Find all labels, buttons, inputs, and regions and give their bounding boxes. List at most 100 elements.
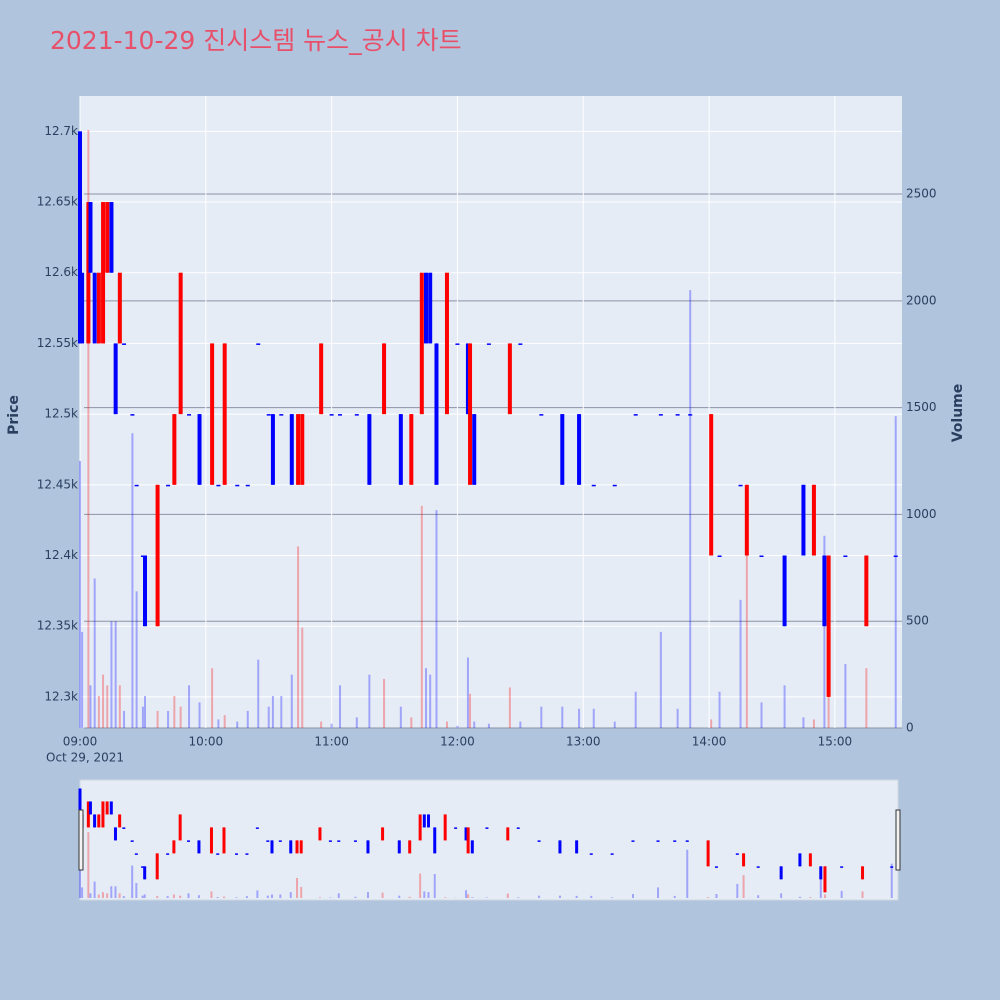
volume-bar xyxy=(739,599,742,728)
volume-bar xyxy=(809,897,812,898)
candle-body xyxy=(861,866,865,880)
volume-bar xyxy=(355,717,358,728)
candle-body xyxy=(353,840,357,842)
candle-body xyxy=(270,414,275,485)
candle-body xyxy=(577,414,582,485)
x-tick-label: 13:00 xyxy=(566,735,601,749)
candle-body xyxy=(673,840,677,842)
volume-bar xyxy=(135,591,138,728)
volume-bar xyxy=(538,895,541,898)
candle-body xyxy=(633,414,638,416)
volume-bar xyxy=(236,721,239,728)
x-tick-label: 12:00 xyxy=(440,735,475,749)
candle-body xyxy=(109,801,113,815)
x-tick-label: 15:00 xyxy=(818,735,853,749)
candle-body xyxy=(109,202,114,273)
volume-bar xyxy=(487,723,490,728)
candle-body xyxy=(656,840,660,842)
volume-bar xyxy=(172,894,175,898)
candle-body xyxy=(485,827,489,829)
candle-body xyxy=(256,343,261,345)
candle-body xyxy=(296,414,301,485)
volume-bar xyxy=(780,893,783,898)
volume-bar xyxy=(141,895,144,898)
volume-bar xyxy=(819,876,822,898)
y-tick-label: 12.7k xyxy=(44,124,78,138)
x-date-label: Oct 29, 2021 xyxy=(46,751,124,765)
candle-body xyxy=(235,484,240,487)
volume-bar xyxy=(890,863,893,898)
volume-bar xyxy=(757,895,760,898)
range-handle[interactable] xyxy=(895,809,901,871)
candle-body xyxy=(822,555,827,627)
candle-body xyxy=(893,555,898,558)
y-tick-label: 12.65k xyxy=(37,195,78,209)
volume-bar xyxy=(715,894,718,898)
candle-body xyxy=(759,555,764,558)
volume-bar xyxy=(320,721,323,728)
range-handle[interactable] xyxy=(78,809,84,871)
candle-body xyxy=(397,840,401,854)
candle-body xyxy=(779,866,783,880)
volume-bar xyxy=(337,893,340,898)
volume-bar xyxy=(97,894,100,898)
candle-body xyxy=(216,853,220,855)
volume-bar xyxy=(631,894,634,898)
candle-body xyxy=(289,840,293,854)
candle-body xyxy=(840,866,844,868)
range-slider[interactable] xyxy=(79,779,899,901)
volume-bar xyxy=(444,897,447,898)
volume-bar xyxy=(289,892,292,898)
candle-body xyxy=(464,827,468,841)
candle-body xyxy=(172,840,176,854)
candle-body xyxy=(130,840,134,842)
candle-body xyxy=(96,272,101,344)
volume-bar xyxy=(802,717,805,728)
candle-body xyxy=(197,414,202,485)
volume-bar xyxy=(469,693,472,728)
volume-bar xyxy=(467,894,470,898)
range-slider-preview xyxy=(78,788,894,898)
candle-body xyxy=(92,272,97,344)
volume-bar xyxy=(179,706,182,728)
volume-bar xyxy=(106,685,109,728)
volume-bar xyxy=(575,895,578,898)
volume-bar xyxy=(318,897,321,898)
volume-bar xyxy=(93,578,96,728)
candle-body xyxy=(295,840,299,854)
candle-body xyxy=(210,343,215,485)
candle-body xyxy=(143,866,147,880)
x-tick-label: 09:00 xyxy=(63,735,98,749)
volume-bar xyxy=(79,461,81,728)
y-tick-label: 12.45k xyxy=(37,477,78,491)
volume-bar xyxy=(167,710,170,728)
volume-bar xyxy=(398,895,401,898)
candle-body xyxy=(658,414,663,416)
candle-body xyxy=(187,840,191,842)
volume-bar xyxy=(383,678,386,728)
candle-body xyxy=(155,484,160,627)
candle-body xyxy=(141,866,145,868)
y-tick-label: 12.55k xyxy=(37,336,78,350)
volume-bar xyxy=(300,886,303,898)
volume-bar xyxy=(435,510,438,728)
volume-bar xyxy=(673,895,676,898)
candle-body xyxy=(819,866,823,880)
candle-body xyxy=(434,343,439,485)
candle-body xyxy=(113,827,117,841)
volume-bar xyxy=(657,887,660,898)
volume-bar xyxy=(87,129,90,728)
candle-body xyxy=(172,414,177,485)
candle-body xyxy=(337,840,341,842)
candle-body xyxy=(782,555,787,627)
candle-body xyxy=(744,484,749,556)
candle-body xyxy=(455,343,460,345)
candle-body xyxy=(354,414,359,416)
y-tick-label: 12.4k xyxy=(44,548,78,562)
volume-bar xyxy=(156,710,159,728)
candle-body xyxy=(675,414,680,416)
volume-bar xyxy=(144,695,147,728)
candle-body xyxy=(591,484,596,487)
volume-bar xyxy=(93,881,96,898)
volume-bar xyxy=(823,535,826,728)
